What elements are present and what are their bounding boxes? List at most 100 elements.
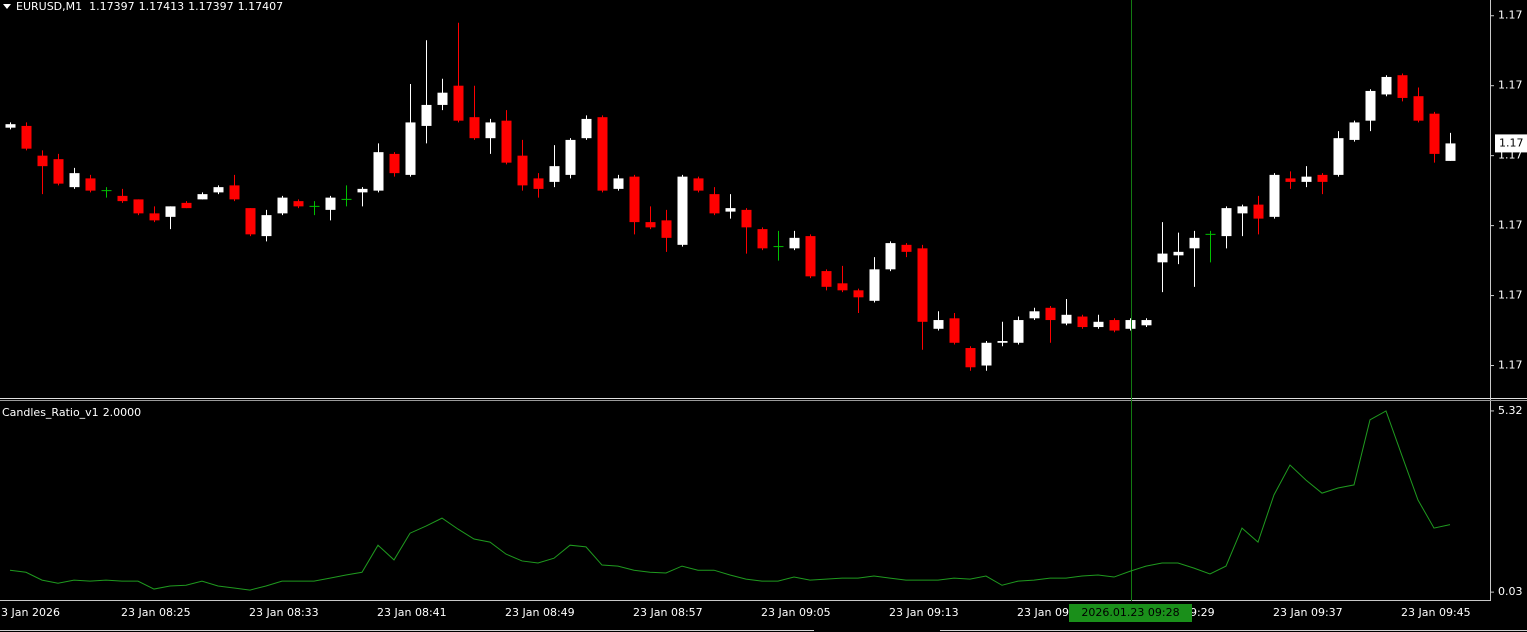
candle-body — [197, 194, 208, 200]
candle-body — [885, 243, 896, 270]
candle-body — [1285, 178, 1296, 182]
x-tick-label: 23 Jan 08:41 — [377, 606, 447, 619]
candle-body — [1269, 174, 1280, 217]
x-tick-label: 23 Jan 08:33 — [249, 606, 319, 619]
candle-body — [1365, 90, 1376, 121]
candle-body — [325, 197, 336, 210]
indicator-line — [9, 410, 1451, 591]
candle-body — [165, 206, 176, 217]
candle-body — [245, 208, 256, 235]
candle-body — [405, 122, 416, 175]
candle-body — [1157, 253, 1168, 263]
low-price: 1.17397 — [188, 0, 234, 13]
dropdown-icon[interactable] — [3, 4, 11, 9]
y-tick-label: 1.17 — [1498, 79, 1523, 92]
candle-body — [1253, 204, 1264, 219]
x-tick-label: 23 Jan 08:49 — [505, 606, 575, 619]
y-tick-label: 1.17 — [1498, 359, 1523, 372]
candle-body — [117, 195, 128, 202]
candle-body — [581, 118, 592, 139]
candle-body — [1125, 320, 1136, 329]
candle-body — [1045, 307, 1056, 321]
candle-body — [85, 178, 96, 191]
candle-body — [469, 117, 480, 139]
candle-body — [501, 120, 512, 163]
x-tick-label: 23 Jan 08:25 — [121, 606, 191, 619]
candle-body — [661, 220, 672, 238]
candle-body — [421, 104, 432, 126]
candle-body — [1013, 320, 1024, 343]
candle-body — [1093, 321, 1104, 328]
candle-body — [741, 209, 752, 228]
x-tick-label: 23 Jan 09:05 — [761, 606, 831, 619]
symbol: EURUSD,M1 — [16, 0, 82, 13]
cursor-time-box — [1069, 604, 1192, 622]
candle-body — [261, 215, 272, 237]
x-tick-label: 23 Jan 2026 — [0, 606, 60, 619]
candle-body — [853, 290, 864, 298]
candle-body — [565, 139, 576, 175]
candle-body — [725, 208, 736, 212]
candle-body — [997, 341, 1008, 343]
candle-body — [1189, 237, 1200, 249]
candle-body — [869, 269, 880, 301]
x-tick-label: 23 Jan 08:57 — [633, 606, 703, 619]
candle-body — [1029, 311, 1040, 319]
x-tick-label: 23 Jan 09:45 — [1401, 606, 1471, 619]
candle-body — [389, 153, 400, 174]
candle-body — [453, 85, 464, 121]
candle-body — [901, 244, 912, 252]
high-price: 1.17413 — [139, 0, 185, 13]
candle-body — [533, 178, 544, 189]
candle-body — [69, 173, 80, 188]
candle-body — [1349, 122, 1360, 140]
candle-body — [181, 202, 192, 209]
candle-body — [789, 237, 800, 249]
candle-body — [1109, 320, 1120, 331]
candle-body — [1221, 208, 1232, 237]
chart-header: EURUSD,M1 1.17397 1.17413 1.17397 1.17407 — [16, 0, 283, 13]
candle-body — [149, 213, 160, 221]
candle-body — [213, 187, 224, 193]
y-tick-label: 0.03 — [1498, 585, 1523, 598]
close-price: 1.17407 — [238, 0, 284, 13]
candle-body — [1237, 206, 1248, 214]
candle-body — [293, 201, 304, 207]
candle-body — [37, 155, 48, 167]
candle-body — [757, 229, 768, 249]
candle-body — [357, 188, 368, 193]
candle-body — [1317, 174, 1328, 182]
y-tick-label: 1.17 — [1498, 9, 1523, 22]
candle-body — [821, 271, 832, 287]
candle-body — [917, 248, 928, 322]
candle-body — [485, 122, 496, 139]
candle-body — [693, 178, 704, 191]
candle-body — [805, 236, 816, 277]
candle-body — [677, 176, 688, 245]
candle-body — [229, 185, 240, 200]
candle-body — [613, 178, 624, 189]
candle-body — [437, 92, 448, 105]
indicator-name: Candles_Ratio_v1 — [2, 406, 99, 419]
candle-body — [597, 117, 608, 191]
candle-body — [965, 348, 976, 368]
candle-body — [949, 318, 960, 343]
candle-body — [549, 166, 560, 182]
y-tick-label: 1.17 — [1498, 289, 1523, 302]
indicator-header: Candles_Ratio_v1 2.0000 — [2, 406, 141, 419]
y-tick-label: 1.17 — [1498, 219, 1523, 232]
candle-body — [1173, 251, 1184, 256]
x-tick-label: 23 Jan 09:37 — [1273, 606, 1343, 619]
candle-body — [981, 342, 992, 366]
candle-body — [277, 197, 288, 214]
candle-body — [933, 320, 944, 329]
last-price-label: 1.17 — [1499, 136, 1524, 149]
candle-body — [373, 152, 384, 191]
candle-body — [1333, 138, 1344, 175]
indicator-value: 2.0000 — [103, 406, 142, 419]
candle-body — [645, 222, 656, 228]
candle-body — [5, 124, 16, 128]
candle-body — [1445, 143, 1456, 161]
